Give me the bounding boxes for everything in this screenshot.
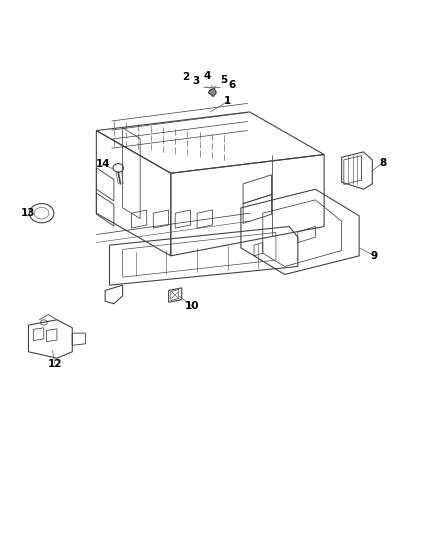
Text: 2: 2 <box>183 72 190 82</box>
Text: 14: 14 <box>95 159 110 169</box>
Polygon shape <box>208 88 216 96</box>
Text: 1: 1 <box>224 96 231 106</box>
Text: 5: 5 <box>220 75 227 85</box>
Text: 9: 9 <box>371 251 378 261</box>
Text: 8: 8 <box>380 158 387 167</box>
Text: 4: 4 <box>203 71 210 81</box>
Text: 12: 12 <box>47 359 62 368</box>
Text: 13: 13 <box>21 208 36 218</box>
Text: 6: 6 <box>229 80 236 90</box>
Text: 10: 10 <box>184 301 199 311</box>
Text: 3: 3 <box>193 76 200 86</box>
